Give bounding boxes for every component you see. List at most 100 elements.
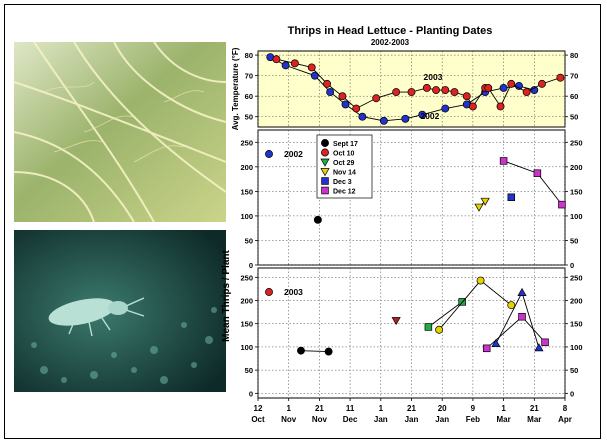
y-tick-label: 150: [240, 320, 253, 329]
series-dec-3: [507, 193, 516, 202]
data-point: [272, 55, 281, 64]
data-point: [482, 344, 491, 353]
y-tick-label: 70: [245, 72, 253, 81]
legend-marker: [321, 186, 329, 195]
x-tick-day: 8: [563, 404, 568, 413]
legend-label: Dec 12: [333, 189, 356, 196]
data-point: [307, 63, 316, 72]
panel-year-label: 2003: [284, 287, 303, 297]
y-tick-label-right: 150: [570, 187, 583, 196]
series-sept-17: [297, 346, 333, 356]
data-point: [313, 215, 322, 224]
data-point: [372, 94, 381, 103]
series-nov-14: [435, 276, 516, 334]
data-point: [491, 338, 501, 348]
data-point: [533, 169, 542, 177]
panel-frame: [257, 267, 566, 399]
y-tick-label: 50: [245, 366, 253, 375]
legend-label: Oct 10: [333, 151, 355, 158]
data-point: [441, 104, 450, 113]
y-tick-label-right: 200: [570, 297, 583, 306]
panel-temperature: 50 50 60 60 70 70 80 80 Avg. Temperature (°F) 200…: [231, 47, 578, 130]
data-point: [507, 79, 516, 88]
data-point: [310, 71, 319, 80]
y-tick-label: 250: [240, 273, 253, 282]
panel-label-marker: [265, 150, 273, 158]
x-tick-month: Jan: [405, 415, 419, 424]
x-tick-day: 21: [407, 404, 416, 413]
series-line: [276, 58, 561, 110]
data-point: [522, 88, 531, 97]
y-tick-label: 50: [245, 113, 253, 122]
x-tick-month: Apr: [558, 415, 572, 424]
x-tick-day: 12: [254, 404, 263, 413]
chart-title: Thrips in Head Lettuce - Planting Dates: [288, 25, 493, 37]
series-nov-14: [474, 197, 490, 212]
x-tick-month: Nov: [312, 415, 328, 424]
y-axis-label: Mean Thrips / Plant: [221, 249, 232, 341]
y-tick-label-right: 150: [570, 320, 583, 329]
y-tick-label-right: 200: [570, 163, 583, 172]
lettuce-photo: [14, 42, 226, 222]
y-tick-label: 80: [245, 51, 253, 60]
legend-marker: [320, 158, 330, 167]
y-tick-label-right: 0: [570, 389, 574, 398]
data-point: [338, 92, 347, 101]
x-tick-day: 1: [501, 404, 506, 413]
thrips-insect-icon: [48, 297, 145, 337]
data-point: [435, 325, 444, 334]
y-tick-label: 250: [240, 138, 253, 147]
data-point: [392, 88, 401, 97]
y-tick-label: 100: [240, 212, 253, 221]
series-line: [428, 301, 463, 328]
y-tick-label-right: 50: [570, 113, 578, 122]
x-tick-day: 21: [530, 404, 539, 413]
temperature-axis-label: Avg. Temperature (°F): [231, 47, 240, 130]
data-point: [341, 100, 350, 109]
data-point: [538, 79, 546, 88]
chart-subtitle: 2002-2003: [371, 38, 410, 47]
y-tick-label: 50: [245, 236, 253, 245]
series-2002: [266, 53, 539, 125]
data-point: [468, 102, 477, 111]
data-point: [518, 313, 526, 321]
legend-marker: [320, 168, 330, 177]
thrips-photo: [14, 230, 226, 392]
legend-label: Oct 29: [333, 160, 355, 167]
data-point: [474, 203, 484, 212]
y-tick-label: 150: [240, 187, 253, 196]
data-point: [558, 200, 566, 209]
data-point: [517, 287, 527, 296]
y-tick-label-right: 100: [570, 212, 583, 221]
y-tick-label-right: 250: [570, 138, 583, 147]
panel-year-label: 2002: [284, 149, 303, 159]
data-point: [484, 84, 493, 92]
panel-thrips-2002: 0 0 50 50 100 100 150 150 200 200 250 250 2002: [240, 129, 583, 270]
y-tick-label-right: 70: [570, 72, 578, 81]
x-tick-day: 1: [379, 404, 384, 413]
x-tick-day: 21: [315, 404, 324, 413]
data-point: [290, 59, 299, 68]
y-tick-label-right: 100: [570, 343, 583, 352]
data-point: [534, 343, 544, 352]
y-tick-label: 200: [240, 297, 253, 306]
series-sept-17: [313, 215, 322, 224]
legend-marker: [321, 177, 329, 185]
legend-label: Dec 3: [333, 179, 352, 186]
y-tick-label-right: 60: [570, 92, 578, 101]
data-point: [541, 338, 549, 347]
data-point: [432, 86, 441, 94]
data-point: [407, 88, 416, 97]
x-tick-day: 9: [471, 404, 476, 413]
data-point: [352, 104, 361, 113]
series-label: 2002: [420, 111, 439, 121]
y-tick-label-right: 50: [570, 236, 578, 245]
y-tick-label-right: 0: [570, 261, 574, 270]
y-tick-label: 0: [249, 389, 253, 398]
x-tick-month: Feb: [466, 415, 480, 424]
x-tick-month: Mar: [496, 415, 510, 424]
y-tick-label-right: 50: [570, 366, 578, 375]
legend-marker: [321, 139, 329, 147]
x-tick-month: Dec: [343, 415, 358, 424]
